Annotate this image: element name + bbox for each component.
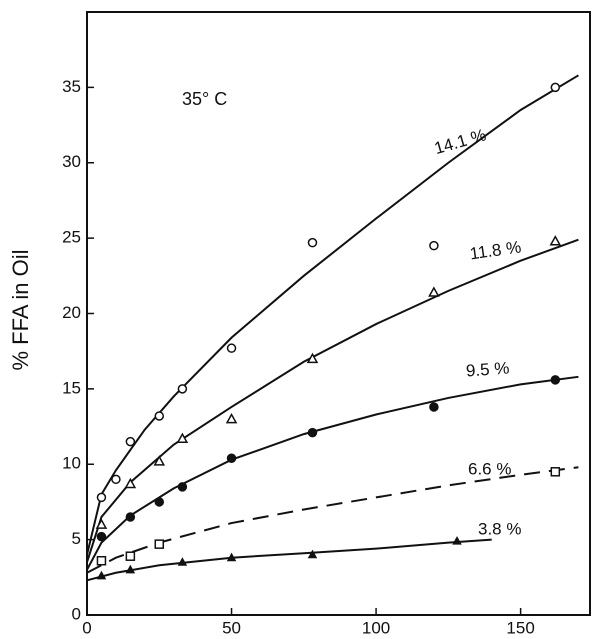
- data-point: [308, 429, 316, 437]
- y-tick-label: 0: [72, 604, 81, 623]
- chart: 35° C % FFA in Oil 0 50 100 150 0 5 10 15 20 25 30…: [0, 0, 608, 639]
- y-tick-label: 20: [62, 303, 81, 322]
- data-point: [127, 566, 134, 572]
- y-tick-label: 25: [62, 228, 81, 247]
- series-label: 9.5 %: [465, 358, 510, 380]
- data-point: [178, 385, 186, 393]
- data-point: [551, 376, 559, 384]
- data-point: [178, 483, 186, 491]
- data-point: [551, 468, 559, 476]
- series-label: 11.8 %: [469, 237, 523, 263]
- x-tick-label: 100: [362, 618, 390, 637]
- data-point: [155, 540, 163, 548]
- fit-curve: [87, 75, 578, 554]
- y-tick-label: 10: [62, 454, 81, 473]
- y-tick-label: 35: [62, 77, 81, 96]
- y-tick-label: 30: [62, 152, 81, 171]
- data-point: [430, 403, 438, 411]
- fit-curve: [87, 540, 492, 581]
- data-point: [98, 572, 105, 578]
- y-tick-label: 5: [72, 529, 81, 548]
- data-point: [126, 513, 134, 521]
- data-point: [551, 83, 559, 91]
- data-point: [228, 344, 236, 352]
- data-point: [179, 559, 186, 565]
- data-point: [429, 288, 438, 296]
- data-point: [126, 438, 134, 446]
- data-point: [454, 538, 461, 544]
- series-label: 3.8 %: [478, 519, 521, 538]
- data-point: [155, 412, 163, 420]
- data-point: [178, 434, 187, 442]
- data-point: [112, 475, 120, 483]
- data-point: [126, 552, 134, 560]
- data-point: [227, 415, 236, 423]
- data-point: [430, 242, 438, 250]
- x-tick-label: 50: [222, 618, 241, 637]
- data-point: [97, 533, 105, 541]
- x-tick-label: 0: [82, 618, 91, 637]
- data-point: [551, 237, 560, 245]
- annotation: 35° C: [182, 89, 227, 109]
- data-point: [155, 498, 163, 506]
- data-point: [97, 557, 105, 565]
- data-point: [97, 493, 105, 501]
- y-axis-label: % FFA in Oil: [8, 249, 33, 370]
- data-point: [228, 454, 236, 462]
- series-label: 6.6 %: [468, 459, 511, 478]
- data-point: [228, 554, 235, 560]
- y-tick-label: 15: [62, 378, 81, 397]
- x-tick-label: 150: [506, 618, 534, 637]
- fit-curve: [87, 240, 578, 563]
- data-point: [308, 239, 316, 247]
